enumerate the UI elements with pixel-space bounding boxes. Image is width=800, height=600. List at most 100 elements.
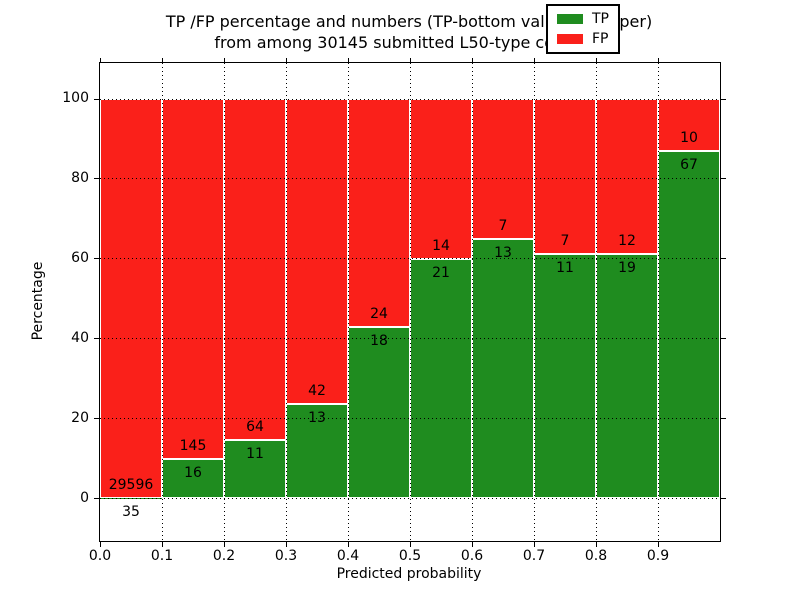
bar-segment-tp-5: [410, 258, 472, 499]
legend-label-tp: TP: [592, 11, 609, 27]
y-tick-label-80: 80: [71, 169, 89, 186]
bar-segment-fp-1: [162, 99, 224, 459]
y-tick-label-60: 60: [71, 249, 89, 266]
x-tick-mark-0.6: [471, 542, 473, 547]
x-tick-mark-top-0.4: [347, 58, 349, 62]
x-tick-mark-top-0.3: [285, 58, 287, 62]
x-tick-mark-top-0.5: [409, 58, 411, 62]
bar-segment-fp-0: [100, 99, 162, 499]
y-tick-label-100: 100: [62, 90, 89, 106]
x-tick-label-0.4: 0.4: [336, 548, 360, 564]
y-tick-mark-60: [94, 258, 99, 260]
bar-segment-tp-6: [472, 238, 534, 499]
x-tick-mark-0.0: [99, 542, 101, 547]
x-tick-mark-0.5: [409, 542, 411, 547]
y-tick-mark-40: [94, 338, 99, 340]
bar-segment-tp-9: [658, 150, 720, 499]
fp-count-label-9: 10: [680, 129, 698, 146]
x-axis-label: Predicted probability: [336, 566, 482, 582]
bar-segment-tp-8: [596, 253, 658, 499]
fp-count-label-1: 145: [179, 437, 207, 454]
y-tick-mark-100: [94, 98, 99, 100]
tp-count-label-6: 13: [494, 244, 512, 261]
bar-segment-tp-2: [224, 439, 286, 499]
fp-count-label-7: 7: [560, 233, 570, 250]
bar-segment-tp-4: [348, 327, 410, 499]
bar-segment-fp-4: [348, 99, 410, 328]
chart-title-line-1: TP /FP percentage and numbers (TP-bottom…: [165, 12, 653, 31]
x-tick-mark-0.1: [161, 542, 163, 547]
bar-segment-fp-8: [596, 99, 658, 254]
legend-swatch-tp: [557, 14, 583, 24]
v-gridline-0.7: [533, 63, 535, 541]
x-tick-mark-0.8: [595, 542, 597, 547]
x-tick-mark-0.4: [347, 542, 349, 547]
v-gridline-0.3: [285, 63, 287, 541]
x-tick-mark-top-0.7: [533, 58, 535, 62]
y-tick-mark-right-100: [721, 98, 726, 100]
tp-count-label-0: 35: [122, 504, 140, 521]
x-tick-mark-top-0.6: [471, 58, 473, 62]
legend-label-fp: FP: [592, 31, 609, 47]
x-tick-label-0.2: 0.2: [212, 548, 236, 564]
x-tick-mark-top-0.8: [595, 58, 597, 62]
legend-swatch-fp: [557, 34, 583, 44]
bar-segment-fp-3: [286, 99, 348, 405]
x-tick-mark-0.9: [657, 542, 659, 547]
fp-count-label-2: 64: [246, 418, 264, 435]
y-tick-label-40: 40: [71, 329, 89, 346]
x-tick-label-0.5: 0.5: [398, 548, 422, 564]
tp-count-label-9: 67: [680, 156, 698, 173]
y-tick-mark-right-80: [721, 178, 726, 180]
x-tick-mark-top-0.9: [657, 58, 659, 62]
chart-title-line-2: from among 30145 submitted L50-type cont…: [214, 33, 604, 52]
bar-segment-tp-1: [162, 458, 224, 499]
x-tick-label-0.1: 0.1: [150, 548, 174, 564]
fp-count-label-0: 29596: [108, 477, 154, 494]
x-tick-label-0.8: 0.8: [584, 548, 608, 564]
v-gridline-0.2: [223, 63, 225, 541]
v-gridline-0.5: [409, 63, 411, 541]
x-tick-mark-top-0.0: [99, 58, 101, 62]
x-tick-mark-top-0.2: [223, 58, 225, 62]
y-tick-mark-right-40: [721, 338, 726, 340]
x-tick-label-0.3: 0.3: [274, 548, 298, 564]
v-gridline-0.9: [657, 63, 659, 541]
x-tick-mark-top-0.1: [161, 58, 163, 62]
tp-count-label-2: 11: [246, 445, 264, 462]
y-tick-mark-80: [94, 178, 99, 180]
fp-count-label-6: 7: [498, 217, 508, 234]
tp-count-label-1: 16: [184, 464, 202, 481]
fp-count-label-3: 42: [308, 383, 326, 400]
v-gridline-0.4: [347, 63, 349, 541]
tp-count-label-4: 18: [370, 333, 388, 350]
y-tick-label-20: 20: [71, 409, 89, 426]
legend-entry-fp: FP: [557, 32, 609, 46]
x-tick-mark-0.7: [533, 542, 535, 547]
legend: TP FP: [546, 4, 620, 54]
fp-count-label-5: 14: [432, 237, 450, 254]
v-gridline-0.8: [595, 63, 597, 541]
y-tick-mark-0: [94, 498, 99, 499]
y-tick-mark-right-60: [721, 258, 726, 260]
x-tick-mark-0.2: [223, 542, 225, 547]
bar-segment-fp-2: [224, 99, 286, 440]
bar-segment-fp-9: [658, 99, 720, 151]
x-tick-label-0.0: 0.0: [88, 548, 112, 564]
x-tick-label-0.7: 0.7: [522, 548, 546, 564]
bar-segment-fp-7: [534, 99, 596, 255]
y-tick-mark-right-0: [721, 498, 726, 499]
bar-segment-tp-7: [534, 254, 596, 499]
fp-count-label-4: 24: [370, 306, 388, 323]
tp-count-label-7: 11: [556, 260, 574, 277]
x-tick-label-0.6: 0.6: [460, 548, 484, 564]
tp-count-label-5: 21: [432, 264, 450, 281]
y-tick-mark-right-20: [721, 418, 726, 420]
tp-count-label-8: 19: [618, 259, 636, 276]
y-tick-label-0: 0: [80, 489, 89, 506]
tp-count-label-3: 13: [308, 410, 326, 427]
plot-area: 29596 35 145 16 64 11 42 13 24 18 14 21 7 13 7 11 12 19 10…: [62, 58, 726, 564]
y-tick-mark-20: [94, 418, 99, 420]
v-gridline-0.6: [471, 63, 473, 541]
